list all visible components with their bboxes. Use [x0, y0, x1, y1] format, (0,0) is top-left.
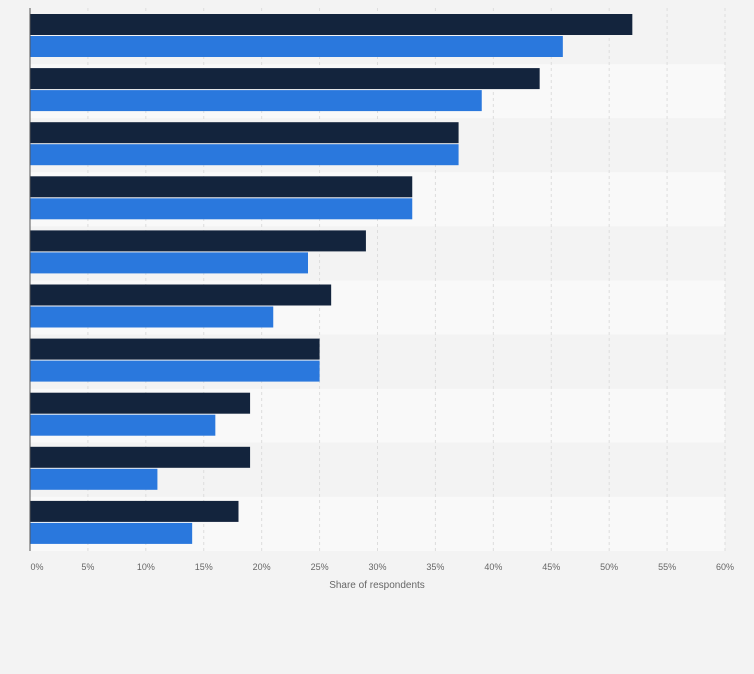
- x-tick-label: 5%: [81, 562, 94, 572]
- x-tick-label: 30%: [368, 562, 386, 572]
- bar-series-1[interactable]: [30, 14, 633, 35]
- bar-series-1[interactable]: [30, 284, 332, 306]
- bar-series-1[interactable]: [30, 176, 413, 198]
- bar-series-1[interactable]: [30, 446, 251, 468]
- x-tick-label: 40%: [484, 562, 502, 572]
- bar-series-2[interactable]: [30, 252, 308, 274]
- x-tick-label: 10%: [137, 562, 155, 572]
- x-tick-label: 0%: [30, 562, 43, 572]
- bar-series-1[interactable]: [30, 68, 540, 90]
- bar-series-1[interactable]: [30, 338, 320, 360]
- bar-series-2[interactable]: [30, 198, 413, 220]
- bar-series-2[interactable]: [30, 360, 320, 382]
- bar-series-1[interactable]: [30, 122, 459, 144]
- x-tick-label: 15%: [195, 562, 213, 572]
- x-tick-label: 60%: [716, 562, 734, 572]
- bar-series-2[interactable]: [30, 522, 193, 544]
- x-tick-label: 55%: [658, 562, 676, 572]
- bar-series-2[interactable]: [30, 306, 274, 328]
- x-tick-label: 35%: [426, 562, 444, 572]
- x-tick-label: 50%: [600, 562, 618, 572]
- bar-series-2[interactable]: [30, 468, 158, 490]
- x-tick-label: 25%: [311, 562, 329, 572]
- bar-series-1[interactable]: [30, 500, 239, 522]
- bars: [30, 14, 633, 544]
- bar-series-2[interactable]: [30, 414, 216, 436]
- x-tick-label: 20%: [253, 562, 271, 572]
- bar-series-2[interactable]: [30, 90, 482, 112]
- x-axis-label: Share of respondents: [329, 580, 425, 591]
- bar-series-1[interactable]: [30, 230, 366, 252]
- x-axis: 0% 5% 10% 15% 20% 25% 30% 35% 40% 45% 50% 55% 60%: [29, 8, 734, 572]
- x-tick-label: 45%: [542, 562, 560, 572]
- bar-series-1[interactable]: [30, 392, 251, 414]
- bar-series-2[interactable]: [30, 144, 459, 166]
- bar-series-2[interactable]: [30, 36, 563, 57]
